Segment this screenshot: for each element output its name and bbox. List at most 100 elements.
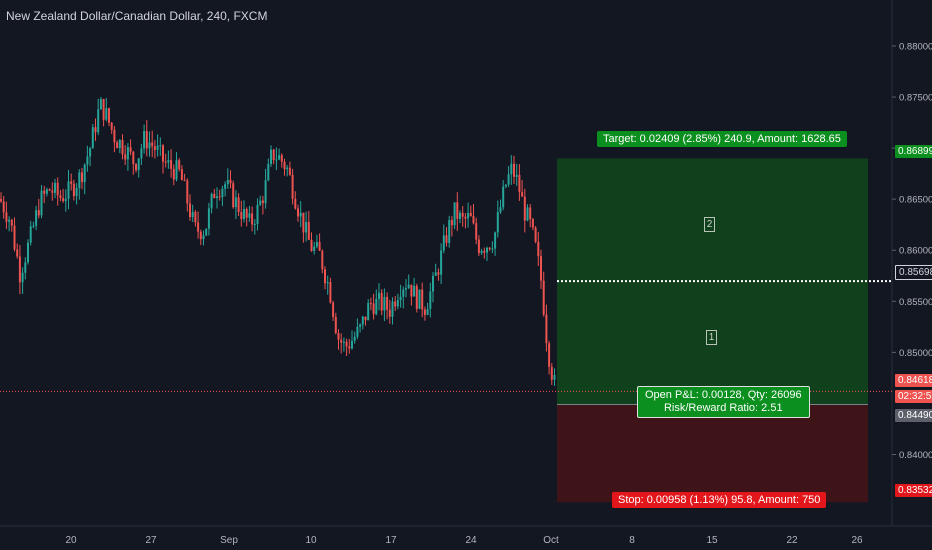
y-tick-label: 0.85000 [899, 348, 932, 359]
candle-body [37, 210, 40, 216]
candle-body [272, 149, 275, 161]
candle-body [91, 127, 94, 149]
entry-price-tag: 0.84490 [895, 409, 932, 422]
candle-body [270, 149, 272, 164]
candle-body [72, 183, 75, 197]
candle-body [429, 291, 432, 309]
candle-body [232, 183, 235, 208]
x-tick-label: 26 [851, 535, 863, 546]
candle-body [267, 163, 270, 181]
candle-body [421, 289, 424, 310]
candle-body [294, 198, 297, 209]
candle-body [369, 303, 372, 305]
candle-body [529, 207, 532, 220]
candle-body [324, 269, 326, 284]
candle-body [213, 193, 216, 199]
open-pnl-label: Open P&L: 0.00128, Qty: 26096 Risk/Rewar… [637, 386, 810, 418]
candle-body [472, 216, 475, 224]
x-tick-label: 8 [629, 535, 635, 546]
candle-body [496, 212, 499, 233]
candle-body [113, 129, 116, 143]
candle-body [207, 208, 210, 229]
x-tick-label: 20 [65, 535, 77, 546]
candle-body [245, 208, 248, 218]
candle-body [62, 197, 65, 202]
candle-body [534, 227, 537, 242]
candle-body [202, 235, 205, 240]
candle-body [329, 282, 332, 303]
candle-body [137, 158, 140, 171]
candle-body [469, 212, 472, 217]
candle-body [502, 186, 505, 208]
candle-body [353, 336, 356, 342]
candle-body [108, 108, 110, 123]
candle-body [448, 219, 451, 243]
candle-body [75, 187, 78, 197]
candle-body [210, 193, 213, 209]
candle-body [183, 180, 186, 182]
candle-body [413, 285, 416, 297]
candle-body [86, 156, 89, 165]
x-tick-label: 10 [305, 535, 317, 546]
candle-body [156, 145, 159, 150]
countdown-tag: 02:32:53 [895, 390, 932, 403]
candle-body [442, 235, 445, 251]
candle-body [167, 160, 170, 163]
candle-body [189, 203, 191, 218]
candle-body [477, 239, 480, 254]
candle-body [383, 296, 386, 311]
candle-body [24, 262, 27, 273]
candle-body [89, 148, 92, 157]
candle-body [456, 202, 459, 219]
candle-body [418, 289, 421, 309]
candle-body [488, 247, 491, 250]
candle-body [464, 216, 467, 219]
candle-body [367, 303, 370, 321]
candle-body [162, 145, 164, 162]
candle-body [70, 181, 73, 184]
candle-body [313, 246, 316, 251]
target-price-tag: 0.86899 [895, 145, 932, 158]
candle-body [226, 179, 229, 185]
candle-body [521, 192, 524, 197]
candle-body [321, 250, 324, 270]
candle-body [380, 292, 383, 311]
candle-body [386, 296, 389, 310]
candle-body [467, 212, 470, 219]
candle-body [475, 223, 478, 240]
candle-body [164, 161, 167, 163]
candle-body [261, 200, 264, 204]
candle-body [5, 212, 8, 222]
candle-body [253, 223, 256, 225]
candle-body [224, 184, 227, 189]
candle-body [256, 204, 259, 224]
y-tick-label: 0.88000 [899, 41, 932, 52]
candle-body [218, 196, 221, 198]
candle-body [35, 210, 38, 226]
candle-body [540, 256, 542, 281]
mid-price-tag: 0.85698 [895, 265, 932, 280]
candle-body [326, 282, 329, 284]
candle-body [410, 284, 413, 297]
candle-body [121, 139, 124, 155]
candle-body [159, 145, 162, 147]
y-tick-label: 0.86500 [899, 195, 932, 206]
candle-body [283, 161, 286, 170]
candle-body [153, 146, 156, 150]
candle-body [132, 151, 135, 164]
candle-body [234, 197, 237, 208]
candle-body [545, 314, 548, 344]
candle-body [170, 160, 173, 169]
candle-body [264, 180, 267, 204]
candle-body [143, 131, 146, 149]
candle-body [445, 235, 448, 243]
candle-body [510, 163, 513, 175]
candle-body [415, 285, 418, 309]
y-tick-label: 0.86000 [899, 246, 932, 257]
candle-body [151, 142, 154, 147]
y-tick-label: 0.87500 [899, 93, 932, 104]
y-tick-label: 0.85500 [899, 297, 932, 308]
candle-body [437, 272, 440, 275]
candle-body [248, 213, 251, 218]
